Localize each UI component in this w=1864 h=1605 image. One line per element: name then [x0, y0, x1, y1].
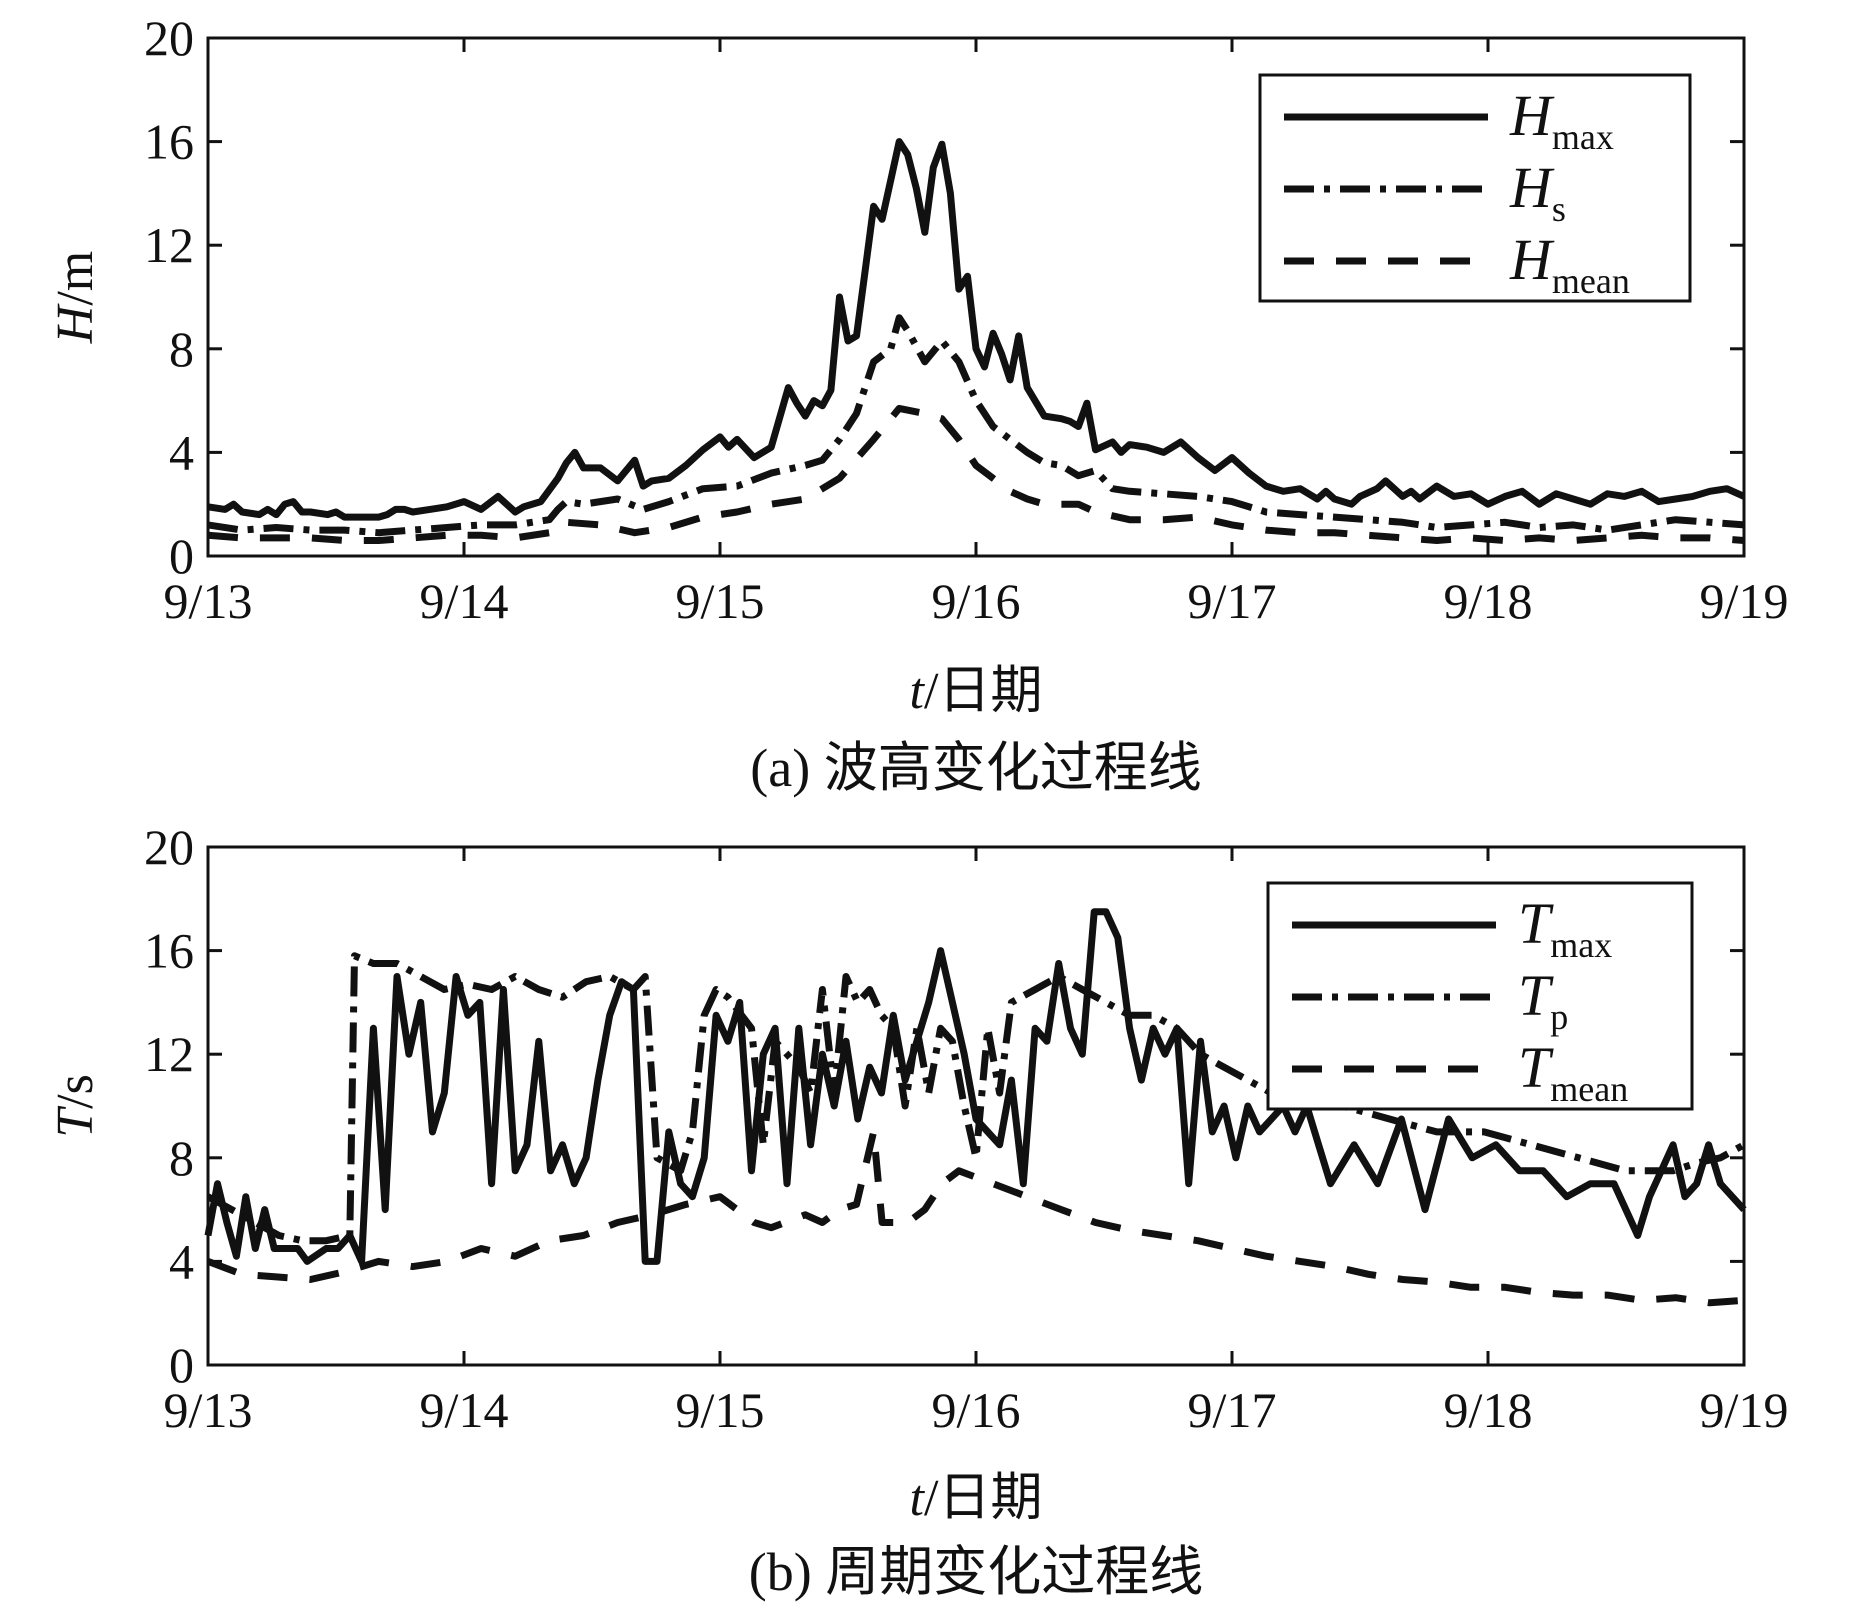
x-tick-label: 9/15 — [676, 1382, 765, 1438]
legend-label-Tp: Tp — [1518, 963, 1568, 1037]
y-tick-label: 8 — [169, 1130, 194, 1186]
y-tick-label: 16 — [144, 114, 194, 170]
x-tick-label: 9/17 — [1188, 573, 1277, 629]
legend-label-Hmean: Hmean — [1509, 227, 1630, 301]
y-tick-label: 0 — [169, 528, 194, 584]
x-tick-labels: 9/13 9/14 9/15 9/16 9/17 9/18 9/19 — [164, 1382, 1789, 1438]
x-tick-label: 9/14 — [420, 1382, 509, 1438]
legend-label-Tmean: Tmean — [1518, 1035, 1628, 1109]
x-axis-label: t/日期 — [910, 1470, 1043, 1527]
x-tick-label: 9/19 — [1700, 573, 1789, 629]
x-tick-labels: 9/13 9/14 9/15 9/16 9/17 9/18 9/19 — [164, 573, 1789, 629]
panel-wave-period: 0 4 8 12 16 20 9/13 9/14 9/15 9/16 9/17 9/18 9/19 T… — [47, 819, 1788, 1602]
panel-caption: (a) 波高变化过程线 — [750, 738, 1201, 798]
x-tick-label: 9/18 — [1444, 573, 1533, 629]
y-tick-label: 20 — [144, 819, 194, 875]
legend-label-Hs: Hs — [1509, 155, 1566, 229]
y-tick-label: 4 — [169, 424, 194, 480]
series-line-Hmax — [207, 138, 1746, 521]
y-tick-label: 20 — [144, 10, 194, 66]
series-line-Hs — [207, 314, 1745, 537]
x-tick-label: 9/14 — [420, 573, 509, 629]
y-tick-label: 0 — [169, 1337, 194, 1393]
series-line-Tmax — [204, 908, 1747, 1265]
series-group — [207, 138, 1746, 544]
y-axis-label: H/m — [47, 251, 104, 344]
panel-caption: (b) 周期变化过程线 — [749, 1542, 1203, 1602]
x-tick-label: 9/18 — [1444, 1382, 1533, 1438]
y-tick-label: 8 — [169, 321, 194, 377]
y-tick-label: 4 — [169, 1233, 194, 1289]
y-tick-labels: 0 4 8 12 16 20 — [144, 10, 194, 584]
x-tick-label: 9/13 — [164, 1382, 253, 1438]
x-tick-label: 9/17 — [1188, 1382, 1277, 1438]
legend-label-Tmax: Tmax — [1518, 891, 1612, 965]
series-line-Tmean — [206, 1128, 1745, 1307]
x-tick-label: 9/16 — [932, 1382, 1021, 1438]
y-tick-labels: 0 4 8 12 16 20 — [144, 819, 194, 1393]
x-axis-label: t/日期 — [910, 663, 1043, 720]
panel-wave-height: 0 4 8 12 16 20 9/13 9/14 9/15 9/16 9/17 9/18 9/19 H… — [47, 10, 1788, 798]
y-tick-label: 16 — [144, 923, 194, 979]
x-tick-label: 9/13 — [164, 573, 253, 629]
legend-label-Hmax: Hmax — [1509, 83, 1614, 157]
x-tick-label: 9/19 — [1700, 1382, 1789, 1438]
tick-marks — [208, 38, 1744, 556]
y-tick-label: 12 — [144, 217, 194, 273]
y-tick-label: 12 — [144, 1026, 194, 1082]
x-tick-label: 9/16 — [932, 573, 1021, 629]
series-line-Hmean — [207, 404, 1745, 544]
y-axis-label: T/s — [47, 1074, 104, 1138]
tick-marks — [208, 847, 1744, 1365]
x-tick-label: 9/15 — [676, 573, 765, 629]
